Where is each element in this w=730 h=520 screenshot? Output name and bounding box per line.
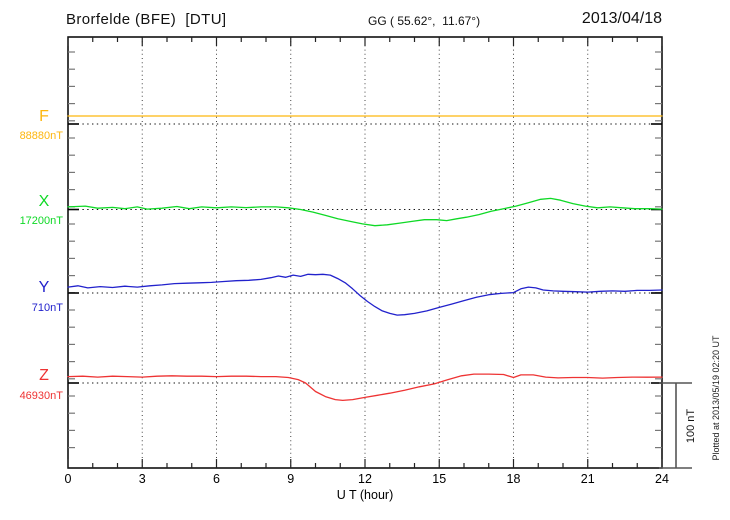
series-baseline-Y: 710nT	[31, 302, 63, 314]
series-baseline-F: 88880nT	[19, 130, 63, 142]
plotted-at-note: Plotted at 2013/05/19 02:20 UT	[711, 335, 721, 461]
x-tick-label: 3	[138, 472, 146, 486]
series-baseline-X: 17200nT	[19, 215, 63, 227]
x-tick-label: 12	[358, 472, 372, 486]
date-label: 2013/04/18	[581, 10, 662, 27]
x-tick-label: 18	[506, 472, 521, 486]
x-axis-label: U T (hour)	[336, 488, 394, 502]
x-tick-label: 24	[655, 472, 669, 486]
x-tick-label: 15	[432, 472, 447, 486]
series-letter-F: F	[39, 108, 49, 125]
x-tick-label: 9	[287, 472, 295, 486]
series-baseline-Z: 46930nT	[19, 390, 63, 402]
x-tick-label: 21	[580, 472, 595, 486]
series-letter-Y: Y	[38, 279, 50, 296]
page-title: Brorfelde (BFE) [DTU]	[66, 11, 227, 28]
x-tick-label: 6	[213, 472, 220, 486]
x-tick-label: 0	[64, 472, 72, 486]
series-letter-Z: Z	[39, 367, 49, 384]
geographic-coordinates-label: GG ( 55.62°, 11.67°)	[368, 14, 481, 28]
scale-bar-label: 100 nT	[685, 408, 697, 444]
series-letter-X: X	[38, 193, 50, 210]
